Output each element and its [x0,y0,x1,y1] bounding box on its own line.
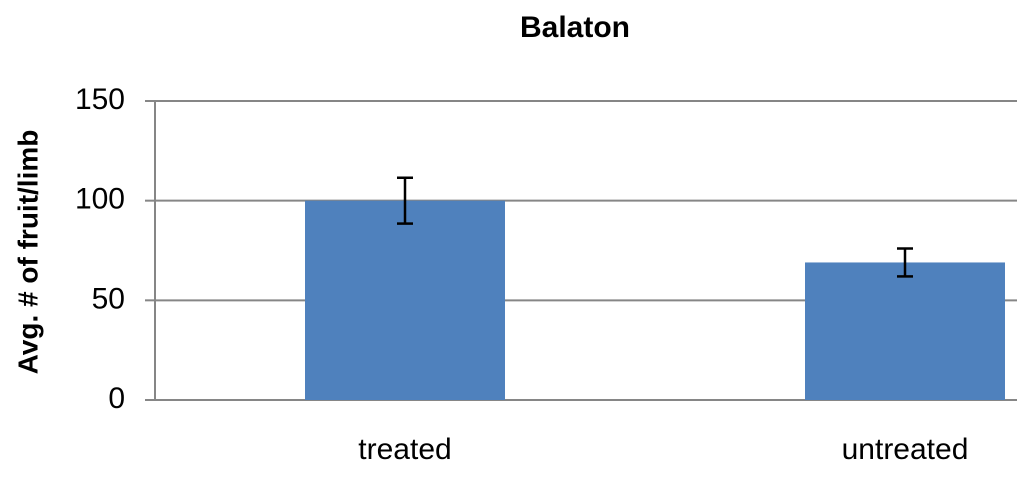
y-axis-label: Avg. # of fruit/limb [12,130,43,375]
bar [305,200,505,400]
y-tick-label: 150 [75,83,125,116]
y-tick-label: 100 [75,183,125,216]
x-tick-label: untreated [842,433,969,466]
x-tick-label: treated [358,433,451,466]
chart-title: Balaton [520,11,630,44]
y-tick-label: 0 [108,382,125,415]
y-tick-label: 50 [92,282,125,315]
bar [805,262,1005,400]
error-bar [397,176,413,225]
error-bar [897,247,913,278]
